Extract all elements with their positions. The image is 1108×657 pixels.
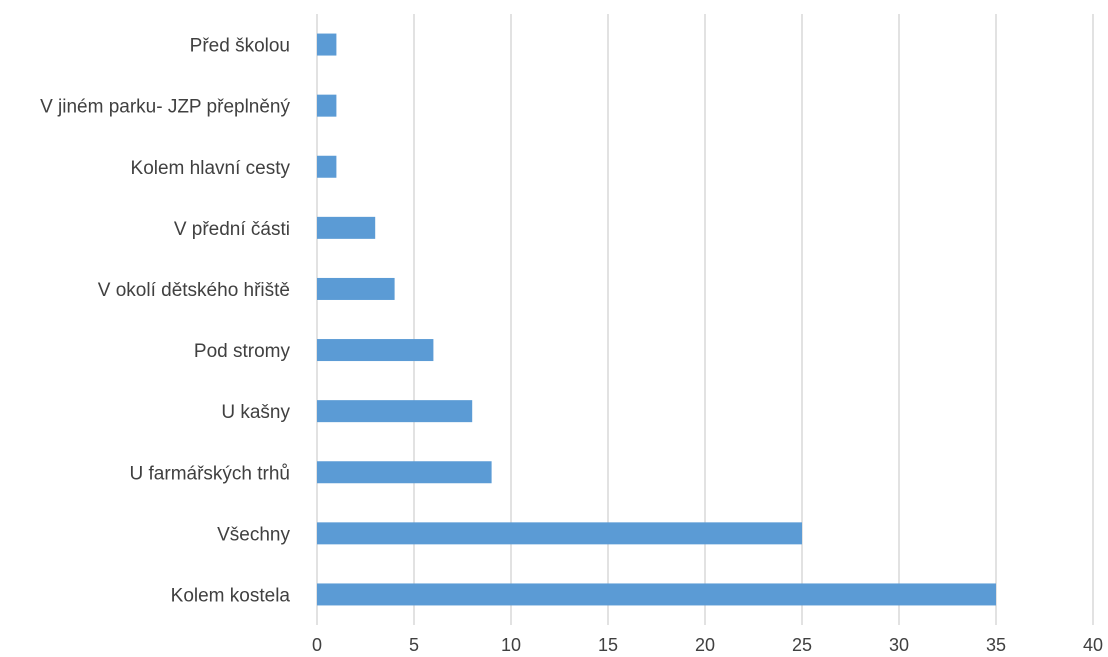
category-label-1: Všechny	[217, 524, 290, 545]
category-label-6: V přední části	[174, 219, 290, 240]
bar-7	[317, 155, 337, 178]
category-label-2: U farmářských trhů	[130, 463, 290, 484]
x-axis-tick-labels: 0 5 10 15 20 25 30 35 40	[312, 635, 1103, 655]
bar-6	[317, 216, 376, 239]
x-tick-label-40: 40	[1083, 635, 1103, 655]
category-label-5: V okolí dětského hřiště	[98, 280, 290, 301]
bar-2	[317, 461, 492, 484]
bar-9	[317, 33, 337, 56]
category-label-7: Kolem hlavní cesty	[131, 158, 291, 179]
bar-8	[317, 94, 337, 117]
x-tick-label-30: 30	[889, 635, 909, 655]
category-label-4: Pod stromy	[194, 341, 291, 362]
x-tick-label-25: 25	[792, 635, 812, 655]
x-tick-label-35: 35	[986, 635, 1006, 655]
category-label-9: Před školou	[190, 36, 290, 57]
bar-4	[317, 339, 434, 362]
x-tick-label-15: 15	[598, 635, 618, 655]
category-labels: Kolem kostela Všechny U farmářských trhů U …	[40, 36, 290, 607]
x-tick-label-10: 10	[501, 635, 521, 655]
x-tick-label-0: 0	[312, 635, 322, 655]
grid-lines	[316, 14, 1094, 625]
bar-3	[317, 400, 473, 423]
bar-0	[317, 583, 996, 606]
bar-1	[317, 522, 802, 545]
category-label-0: Kolem kostela	[171, 585, 291, 606]
category-label-3: U kašny	[221, 402, 290, 423]
x-tick-label-5: 5	[409, 635, 419, 655]
bars	[317, 33, 996, 606]
x-tick-label-20: 20	[695, 635, 715, 655]
category-label-8: V jiném parku- JZP přeplněný	[40, 97, 290, 118]
bar-5	[317, 277, 395, 300]
